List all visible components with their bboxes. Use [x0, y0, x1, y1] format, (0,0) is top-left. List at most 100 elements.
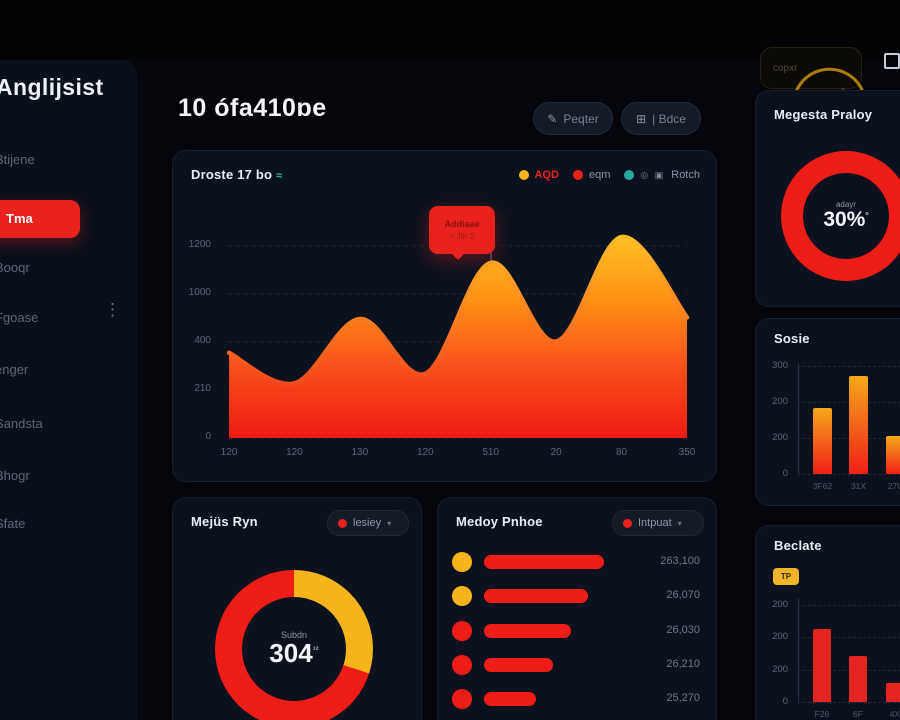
sidebar-item-7[interactable]: Sfate [0, 516, 26, 531]
y-axis-label: 0 [782, 468, 788, 479]
donut-small-card: Megesta Praloy adayr 30%º [755, 90, 900, 307]
header-action-2-button[interactable]: ⊞ | Bdce [621, 102, 701, 135]
x-axis-label: 4X [889, 709, 900, 719]
sparkle-icon: ≈ [275, 170, 283, 182]
bar [849, 656, 867, 702]
x-axis-label: F26 [814, 709, 830, 719]
bar-chart-mid-card: Sosie 300 200 200 0 3F62 31X 27U [755, 318, 900, 506]
y-axis-label: 200 [772, 599, 788, 610]
header-action-1-label: Peqter [563, 111, 599, 126]
yellow-badge[interactable]: TP [773, 568, 799, 585]
row-bar [484, 555, 604, 569]
list-filter-dropdown[interactable]: Intpuat ▾ [612, 510, 704, 536]
sidebar-item-2[interactable]: Booqr [0, 260, 30, 275]
tooltip-line-1: Addiaae [444, 219, 480, 229]
kebab-menu-icon[interactable]: ⋮ [104, 300, 121, 319]
sidebar: Anglijsist Btijene Tma Booqr Fgoase enge… [0, 60, 137, 720]
x-axis-label: 27U [887, 481, 900, 491]
list-item[interactable]: 25,270 [438, 684, 716, 714]
grid-icon: ⊞ [636, 111, 647, 126]
bar-chart-bottom-card: Beclate TP 200 200 200 0 F26 6F 4X [755, 525, 900, 720]
tooltip-line-2: ≈ Jth 2 [449, 231, 475, 241]
x-axis-label: 20 [550, 447, 562, 458]
list-item[interactable]: 26,210 [438, 650, 716, 680]
window-icon[interactable] [884, 53, 900, 69]
bar-mid-title: Sosie [774, 331, 810, 346]
legend-mini-icons: ◎ ▣ [640, 169, 666, 180]
donut-center-sublabel: adayr [835, 200, 856, 210]
page-title: 10 ófa410ɒe [178, 94, 327, 122]
row-dot-icon [452, 689, 472, 710]
app-brand: Anglijsist [0, 74, 104, 100]
donut-big-center: Subdn 304¹² [242, 597, 346, 701]
row-value: 263,100 [660, 555, 700, 567]
y-axis-label: 200 [772, 631, 788, 643]
sidebar-item-6[interactable]: Bhogr [0, 468, 30, 483]
row-dot-icon [452, 586, 472, 607]
x-axis-label: 31X [850, 481, 867, 491]
legend-dot [572, 170, 583, 180]
donut-big-title: Mejüs Ryn [191, 514, 258, 529]
header-action-2-label: | Bdce [652, 111, 686, 126]
bar-bottom-title: Beclate [774, 538, 822, 553]
x-axis-label: 120 [416, 447, 434, 458]
topbar-pill[interactable]: copxr [760, 47, 862, 89]
chevron-down-icon: ▾ [677, 518, 682, 528]
legend-item-0[interactable]: AQD [518, 169, 559, 181]
ranked-list-card: Medoy Pnhoe Intpuat ▾ 263,100 26,070 26,03… [437, 497, 717, 720]
bar [886, 683, 900, 702]
legend-dot [624, 170, 635, 180]
legend-item-1[interactable]: eqm [572, 169, 611, 181]
legend-label: eqm [588, 169, 611, 181]
y-axis-label: 400 [194, 335, 211, 346]
donut-center-value: 30%º [823, 208, 869, 232]
list-item[interactable]: 263,100 [438, 547, 716, 577]
row-dot-icon [452, 552, 472, 572]
gridline [798, 474, 900, 475]
gridline [798, 702, 900, 703]
donut-center-sublabel: Subdn [280, 630, 308, 641]
trend-chart-card: Droste 17 bo ≈ AQD eqm ◎ ▣ Rotch [172, 150, 717, 482]
row-value: 26,070 [666, 589, 700, 602]
y-axis-label: 300 [772, 360, 788, 371]
sidebar-item-1-active[interactable]: Tma [0, 200, 80, 238]
y-axis-label: 210 [194, 383, 211, 394]
list-item[interactable]: 26,030 [438, 616, 716, 646]
chart-tooltip: Addiaae ≈ Jth 2 [429, 206, 495, 260]
donut-filter-dropdown[interactable]: lesiey ▾ [327, 510, 409, 536]
donut-big-card: Mejüs Ryn lesiey ▾ Subdn 304¹² [172, 497, 422, 720]
bar [849, 376, 868, 474]
y-axis-label: 0 [205, 431, 211, 442]
filter-label: lesiey [353, 517, 382, 529]
chevron-down-icon: ▾ [387, 518, 392, 528]
y-axis-label: 1000 [188, 287, 211, 298]
sidebar-item-0[interactable]: Btijene [0, 152, 35, 167]
gridline [798, 366, 900, 367]
x-axis-label: 120 [286, 447, 303, 458]
y-axis-line [798, 598, 799, 702]
chart-legend: AQD eqm ◎ ▣ Rotch [518, 169, 700, 181]
y-axis-label: 200 [772, 396, 788, 407]
y-axis-label: 1200 [188, 239, 211, 250]
sidebar-item-5[interactable]: Sandsta [0, 416, 43, 431]
filter-dot [338, 518, 347, 528]
row-bar [484, 657, 553, 672]
legend-label: Rotch [671, 169, 700, 181]
topbar-pill-label: copxr [773, 62, 798, 74]
list-item[interactable]: 26,070 [438, 581, 716, 611]
header-action-1-button[interactable]: ✎ Peqter [533, 102, 613, 135]
legend-item-2[interactable]: ◎ ▣ Rotch [624, 169, 700, 181]
filter-label: Intpuat [638, 517, 672, 529]
sidebar-item-3[interactable]: Fgoase [0, 310, 39, 325]
row-dot-icon [452, 654, 472, 675]
row-bar [484, 692, 536, 707]
row-bar [484, 589, 588, 604]
x-axis-label: 120 [220, 447, 238, 458]
x-axis-label: 3F62 [812, 481, 833, 491]
row-value: 26,030 [666, 623, 700, 636]
legend-dot [518, 170, 529, 180]
row-value: 25,270 [666, 692, 700, 705]
y-axis-label: 200 [772, 663, 788, 675]
